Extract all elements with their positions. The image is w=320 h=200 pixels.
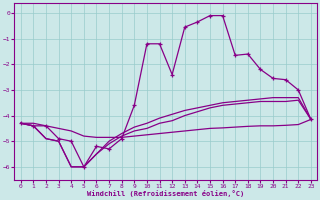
X-axis label: Windchill (Refroidissement éolien,°C): Windchill (Refroidissement éolien,°C) [87, 190, 244, 197]
